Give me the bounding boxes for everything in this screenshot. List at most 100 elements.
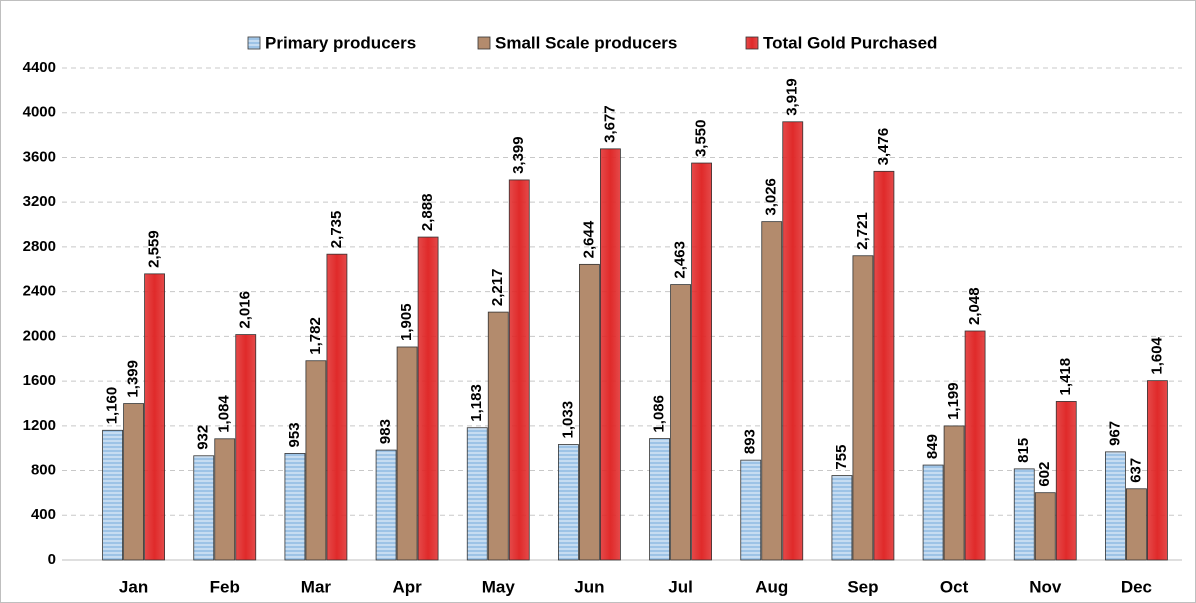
legend-swatch xyxy=(745,36,759,50)
bar xyxy=(417,236,439,561)
x-tick-label: Apr xyxy=(392,577,422,596)
x-tick-label: Aug xyxy=(755,577,788,596)
y-tick-label: 3600 xyxy=(23,148,56,165)
bar xyxy=(649,438,670,561)
bar xyxy=(964,330,986,561)
y-tick-label: 2000 xyxy=(23,327,56,344)
y-tick-label: 4000 xyxy=(23,104,56,121)
value-label: 893 xyxy=(742,429,759,454)
bar xyxy=(1147,380,1168,561)
y-tick-label: 1200 xyxy=(23,417,56,434)
y-tick-label: 400 xyxy=(31,506,56,523)
value-label: 2,559 xyxy=(146,230,163,268)
bar xyxy=(670,284,691,561)
value-label: 602 xyxy=(1036,462,1053,487)
value-label: 1,418 xyxy=(1057,358,1074,396)
value-label: 2,217 xyxy=(489,269,506,307)
value-label: 2,048 xyxy=(966,287,983,325)
x-tick-label: Mar xyxy=(301,577,332,596)
value-label: 815 xyxy=(1015,438,1032,463)
bar xyxy=(852,255,874,561)
value-label: 1,399 xyxy=(125,360,142,398)
value-label: 1,160 xyxy=(104,387,121,425)
value-label: 2,644 xyxy=(580,220,597,258)
bar xyxy=(305,360,327,561)
value-label: 3,399 xyxy=(510,136,527,174)
x-tick-label: Nov xyxy=(1029,577,1062,596)
bar xyxy=(922,464,944,561)
value-label: 3,476 xyxy=(875,128,892,166)
value-label: 2,463 xyxy=(672,241,689,279)
bar xyxy=(102,429,123,561)
legend-label: Small Scale producers xyxy=(495,33,677,52)
y-tick-label: 0 xyxy=(48,551,56,568)
value-label: 1,084 xyxy=(216,395,233,433)
bar xyxy=(600,148,621,561)
bar xyxy=(1105,451,1126,561)
bar xyxy=(782,121,804,561)
bar xyxy=(831,475,853,561)
bar xyxy=(873,170,895,561)
value-label: 983 xyxy=(377,419,394,444)
value-label: 755 xyxy=(833,445,850,470)
value-label: 3,677 xyxy=(601,105,618,143)
bar xyxy=(1034,492,1056,561)
bar xyxy=(466,427,488,561)
x-tick-label: Sep xyxy=(847,577,878,596)
y-tick-label: 3200 xyxy=(23,193,56,210)
x-tick-label: Jun xyxy=(574,577,604,596)
bar xyxy=(1055,401,1077,561)
value-label: 3,026 xyxy=(763,178,780,216)
value-label: 1,199 xyxy=(945,382,962,420)
bar xyxy=(1013,468,1035,561)
x-tick-label: Dec xyxy=(1121,577,1152,596)
legend-label: Total Gold Purchased xyxy=(763,33,937,52)
legend-swatch xyxy=(477,36,491,50)
bar xyxy=(1126,488,1147,561)
value-label: 1,782 xyxy=(307,317,324,355)
value-label: 1,033 xyxy=(559,401,576,439)
y-tick-label: 4400 xyxy=(23,59,56,76)
bar xyxy=(943,425,965,561)
legend-swatch xyxy=(247,36,261,50)
value-label: 1,183 xyxy=(468,384,485,422)
value-label: 953 xyxy=(286,422,303,447)
value-label: 932 xyxy=(195,425,212,450)
value-label: 637 xyxy=(1127,458,1144,483)
bar xyxy=(508,179,530,561)
x-tick-label: Jan xyxy=(119,577,148,596)
x-tick-label: Jul xyxy=(668,577,693,596)
value-label: 1,086 xyxy=(651,395,668,433)
value-label: 967 xyxy=(1106,421,1123,446)
bar xyxy=(740,459,762,561)
bar xyxy=(284,453,306,561)
legend-label: Primary producers xyxy=(265,33,416,52)
x-tick-label: Feb xyxy=(210,577,240,596)
bar xyxy=(761,221,783,561)
bar xyxy=(691,162,712,561)
value-label: 2,735 xyxy=(328,211,345,249)
value-label: 849 xyxy=(924,434,941,459)
y-tick-label: 1600 xyxy=(23,372,56,389)
bar xyxy=(326,253,348,561)
x-tick-label: May xyxy=(482,577,516,596)
value-label: 3,919 xyxy=(784,78,801,116)
bar xyxy=(214,438,236,561)
bar xyxy=(487,311,509,561)
bar xyxy=(235,334,257,561)
x-tick-label: Oct xyxy=(940,577,969,596)
value-label: 1,905 xyxy=(398,303,415,341)
bar xyxy=(396,346,418,561)
bar xyxy=(375,449,397,561)
value-label: 2,016 xyxy=(237,291,254,329)
bar xyxy=(193,455,215,561)
value-label: 1,604 xyxy=(1148,336,1165,374)
bar xyxy=(123,403,144,561)
y-tick-label: 2800 xyxy=(23,238,56,255)
value-label: 3,550 xyxy=(693,119,710,157)
bar xyxy=(558,444,579,561)
bar xyxy=(579,263,600,561)
bar xyxy=(144,273,165,561)
value-label: 2,721 xyxy=(854,212,871,250)
